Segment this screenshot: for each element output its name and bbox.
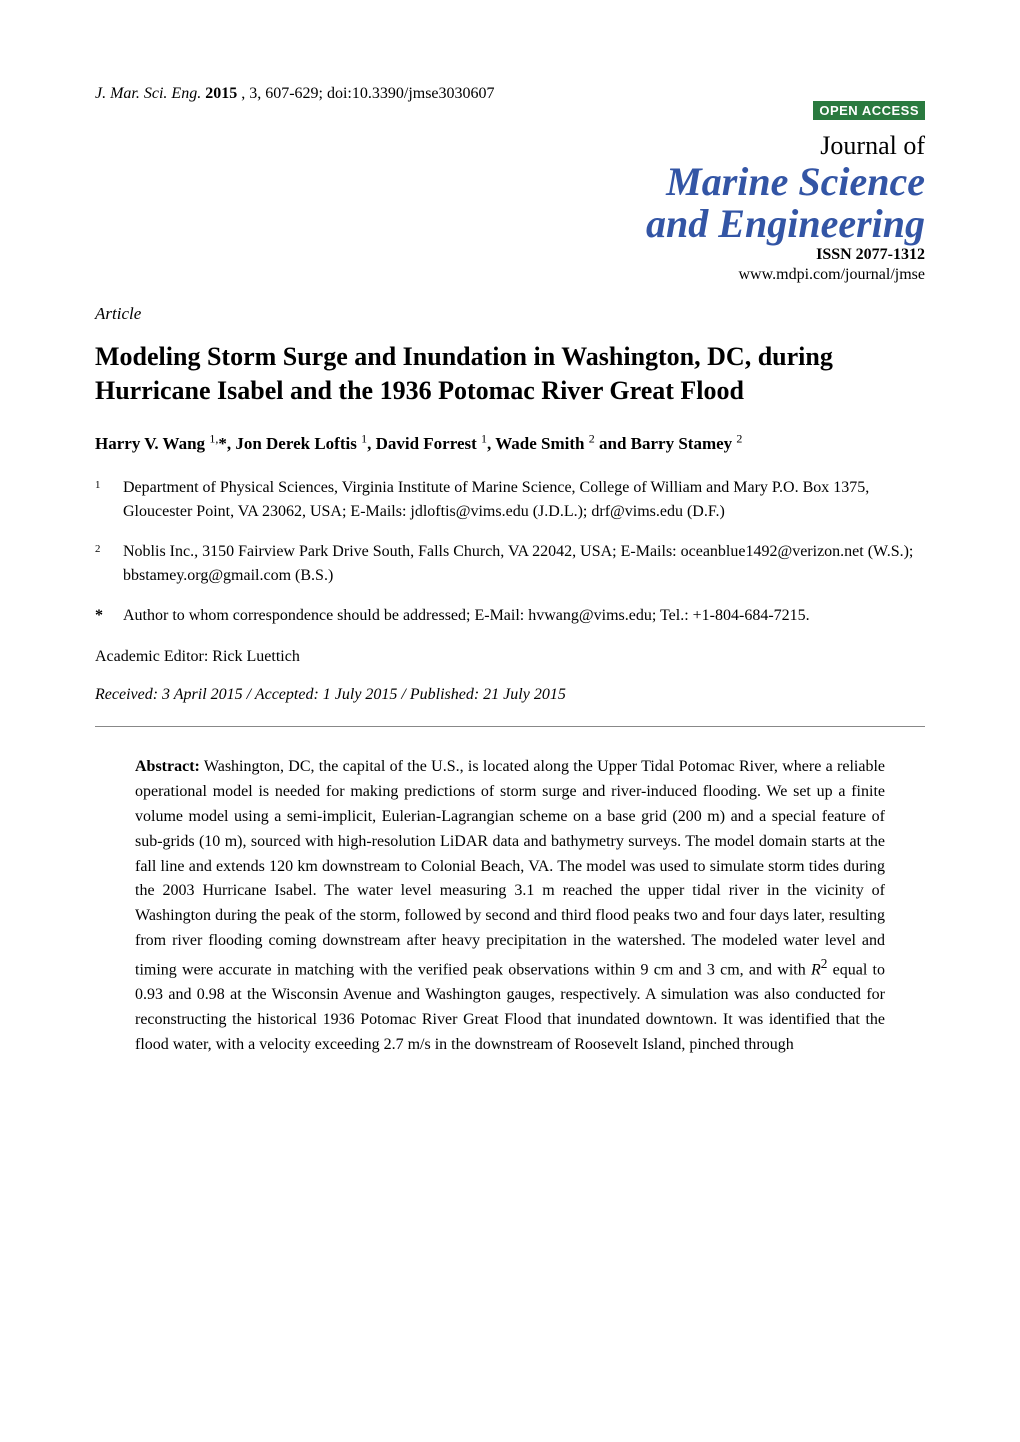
affiliation-num-2: 2 <box>95 540 123 565</box>
journal-name-line1: Marine Science <box>95 161 925 203</box>
correspondence-block: * Author to whom correspondence should b… <box>95 604 925 628</box>
affiliation-num-1: 1 <box>95 476 123 501</box>
article-type: Article <box>95 304 925 324</box>
abstract-text-part1: Washington, DC, the capital of the U.S.,… <box>135 758 885 978</box>
journal-of-text: Journal of <box>95 132 925 161</box>
authors-line: Harry V. Wang 1,*, Jon Derek Loftis 1, D… <box>95 432 925 455</box>
citation-year: 2015 <box>205 85 237 102</box>
journal-name-block: Journal of Marine Science and Engineerin… <box>95 132 925 286</box>
journal-abbrev: J. Mar. Sci. Eng. <box>95 85 201 102</box>
journal-name-line2: and Engineering <box>95 203 925 245</box>
issn-text: ISSN 2077-1312 <box>95 245 925 266</box>
affiliation-1: 1 Department of Physical Sciences, Virgi… <box>95 476 925 524</box>
article-title: Modeling Storm Surge and Inundation in W… <box>95 340 925 408</box>
authors-text: Harry V. Wang 1,*, Jon Derek Loftis 1, D… <box>95 434 742 453</box>
citation-volume-pages: , 3, 607-629; doi:10.3390/jmse3030607 <box>241 85 494 102</box>
abstract-block: Abstract: Washington, DC, the capital of… <box>95 755 925 1057</box>
section-divider <box>95 726 925 727</box>
academic-editor: Academic Editor: Rick Luettich <box>95 648 925 666</box>
dates-line: Received: 3 April 2015 / Accepted: 1 Jul… <box>95 686 925 704</box>
r-squared-symbol: R <box>811 961 821 978</box>
correspondence-text: Author to whom correspondence should be … <box>123 604 925 628</box>
affiliation-text-2: Noblis Inc., 3150 Fairview Park Drive So… <box>123 540 925 588</box>
abstract-label: Abstract: <box>135 758 200 775</box>
header-right-block: OPEN ACCESS <box>95 101 925 120</box>
affiliation-2: 2 Noblis Inc., 3150 Fairview Park Drive … <box>95 540 925 588</box>
correspondence-mark: * <box>95 604 123 628</box>
journal-url: www.mdpi.com/journal/jmse <box>95 265 925 286</box>
affiliation-text-1: Department of Physical Sciences, Virgini… <box>123 476 925 524</box>
open-access-badge: OPEN ACCESS <box>813 101 925 120</box>
